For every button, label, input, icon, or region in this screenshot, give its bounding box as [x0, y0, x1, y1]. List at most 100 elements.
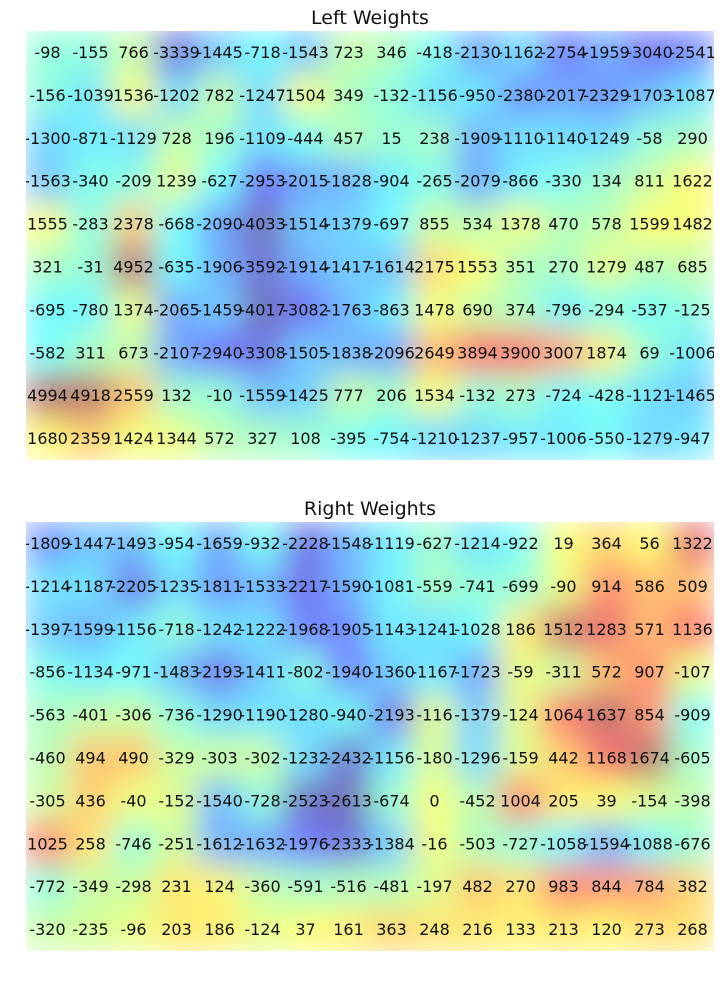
heatmap-cell [584, 73, 629, 118]
cell-value-label: -871 [72, 129, 108, 148]
heatmap-cell [326, 864, 371, 909]
cell-value-label: -1514 [282, 215, 329, 234]
cell-value-label: 37 [295, 920, 315, 939]
heatmap-cell [369, 864, 414, 909]
heatmap-cell [111, 416, 156, 460]
heatmap-cell [584, 202, 629, 246]
heatmap-cell [240, 373, 285, 418]
heatmap-cell [111, 287, 156, 332]
cell-value-label: 238 [419, 129, 450, 148]
cell-value-label: 186 [505, 620, 536, 639]
cell-value-label: -780 [72, 300, 108, 319]
cell-value-label: -1397 [26, 620, 71, 639]
heatmap-cell [455, 373, 500, 418]
heatmap-cell [26, 607, 70, 652]
heatmap-cell [111, 245, 156, 289]
heatmap-cell [627, 73, 672, 118]
cell-value-label: -360 [244, 877, 280, 896]
heatmap-cell [26, 778, 70, 823]
cell-value-label: 766 [118, 43, 149, 62]
heatmap-cell [369, 159, 414, 204]
heatmap-cell [498, 116, 543, 161]
cell-value-label: -1109 [239, 129, 286, 148]
heatmap-cell [412, 116, 457, 161]
cell-value-label: 1004 [500, 791, 541, 810]
cell-value-label: -1563 [26, 172, 71, 191]
heatmap-cell [111, 373, 156, 418]
cell-value-label: -516 [330, 877, 366, 896]
heatmap-cell [326, 73, 371, 118]
cell-value-label: -4017 [239, 300, 286, 319]
cell-value-label: -154 [631, 791, 667, 810]
cell-value-label: -1976 [282, 834, 329, 853]
heatmap-cell [455, 287, 500, 332]
heatmap-cell [197, 245, 242, 289]
heatmap-cell [240, 159, 285, 204]
heatmap-cell [369, 202, 414, 246]
heatmap-cell [26, 416, 70, 460]
cell-value-label: -330 [545, 172, 581, 191]
heatmap-cell [670, 245, 714, 289]
cell-value-label: -2432 [325, 748, 372, 767]
heatmap-cell [498, 564, 543, 609]
heatmap-cell [670, 607, 714, 652]
cell-value-label: -1087 [669, 86, 714, 105]
cell-value-label: 578 [591, 215, 622, 234]
heatmap-cell [326, 416, 371, 460]
heatmap-cell [197, 650, 242, 695]
heatmap-cell [68, 650, 113, 695]
heatmap-cell [627, 373, 672, 418]
cell-value-label: -1237 [454, 429, 501, 448]
heatmap-cell [541, 564, 586, 609]
heatmap-cell [283, 778, 328, 823]
left-weights-heatmap-svg: -98 -155 766 -3339-1445 -718 -1543 723 346 -418-… [26, 31, 714, 460]
heatmap-cell [240, 416, 285, 460]
cell-value-label: 258 [75, 834, 106, 853]
heatmap-cell [326, 650, 371, 695]
cell-value-label: -3040 [626, 43, 673, 62]
cell-value-label: 273 [634, 920, 665, 939]
cell-value-label: -971 [115, 663, 151, 682]
cell-value-label: 509 [677, 577, 708, 596]
cell-value-label: -1162 [497, 43, 544, 62]
cell-value-label: -58 [636, 129, 662, 148]
heatmap-cell [68, 416, 113, 460]
cell-value-label: 2175 [414, 257, 455, 276]
cell-value-label: -605 [674, 748, 710, 767]
cell-value-label: -197 [416, 877, 452, 896]
heatmap-cell [541, 821, 586, 866]
heatmap-cell [369, 564, 414, 609]
heatmap-cell [283, 864, 328, 909]
cell-value-label: 1344 [156, 429, 197, 448]
cell-value-label: -320 [29, 920, 65, 939]
heatmap-cell [455, 116, 500, 161]
cell-value-label: 161 [333, 920, 364, 939]
heatmap-cell [68, 736, 113, 780]
cell-value-label: 4952 [113, 257, 154, 276]
heatmap-cell [541, 31, 586, 75]
heatmap-cell [68, 778, 113, 823]
cell-value-label: -1110 [497, 129, 544, 148]
cell-value-label: -1493 [110, 534, 157, 553]
cell-value-label: 1622 [672, 172, 713, 191]
cell-value-label: -1548 [325, 534, 372, 553]
cell-value-label: -1417 [325, 257, 372, 276]
cell-value-label: 270 [548, 257, 579, 276]
cell-value-label: -2228 [282, 534, 329, 553]
heatmap-cell [541, 907, 586, 951]
heatmap-cell [197, 373, 242, 418]
cell-value-label: -1384 [368, 834, 415, 853]
cell-value-label: -695 [29, 300, 65, 319]
cell-value-label: -1296 [454, 748, 501, 767]
heatmap-cell [197, 522, 242, 566]
heatmap-cell [326, 373, 371, 418]
cell-value-label: -559 [416, 577, 452, 596]
cell-value-label: 363 [376, 920, 407, 939]
heatmap-cell [111, 650, 156, 695]
heatmap-cell [26, 907, 70, 951]
heatmap-cell [154, 116, 199, 161]
cell-value-label: -1156 [368, 748, 415, 767]
heatmap-cell [240, 245, 285, 289]
cell-value-label: -1088 [626, 834, 673, 853]
heatmap-cells [26, 31, 714, 460]
